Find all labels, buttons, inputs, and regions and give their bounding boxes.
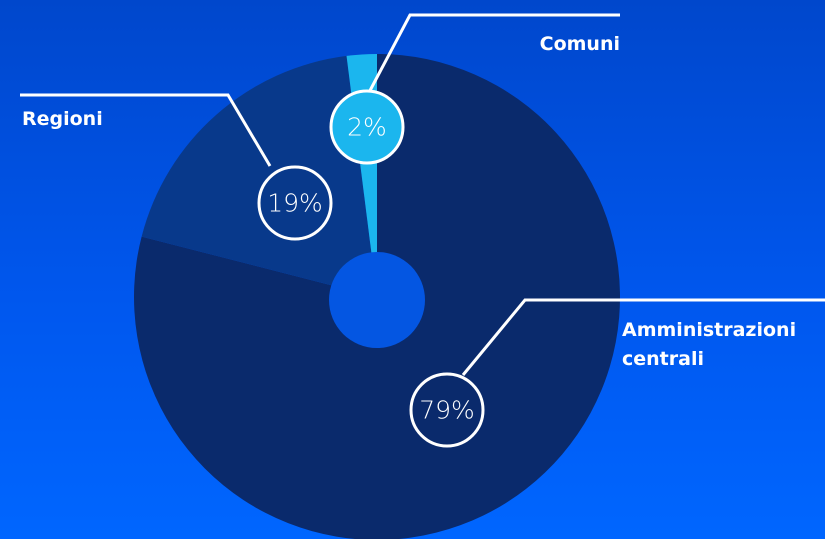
percent-label: 79% [419, 396, 475, 425]
label-circle [329, 89, 405, 165]
pie-slice [141, 55, 377, 298]
leader-line [363, 13, 620, 101]
center-hole [329, 252, 425, 348]
label-circle [409, 372, 485, 448]
category-label: Regioni [22, 108, 103, 130]
leader-line [461, 298, 825, 376]
percent-label: 19% [267, 189, 323, 218]
label-circle [257, 165, 333, 241]
pie-slice [134, 54, 620, 539]
percent-label: 2% [347, 113, 387, 142]
category-label: Amministrazioni centrali [622, 319, 797, 370]
leader-line [20, 93, 272, 167]
category-label: Comuni [539, 33, 620, 55]
